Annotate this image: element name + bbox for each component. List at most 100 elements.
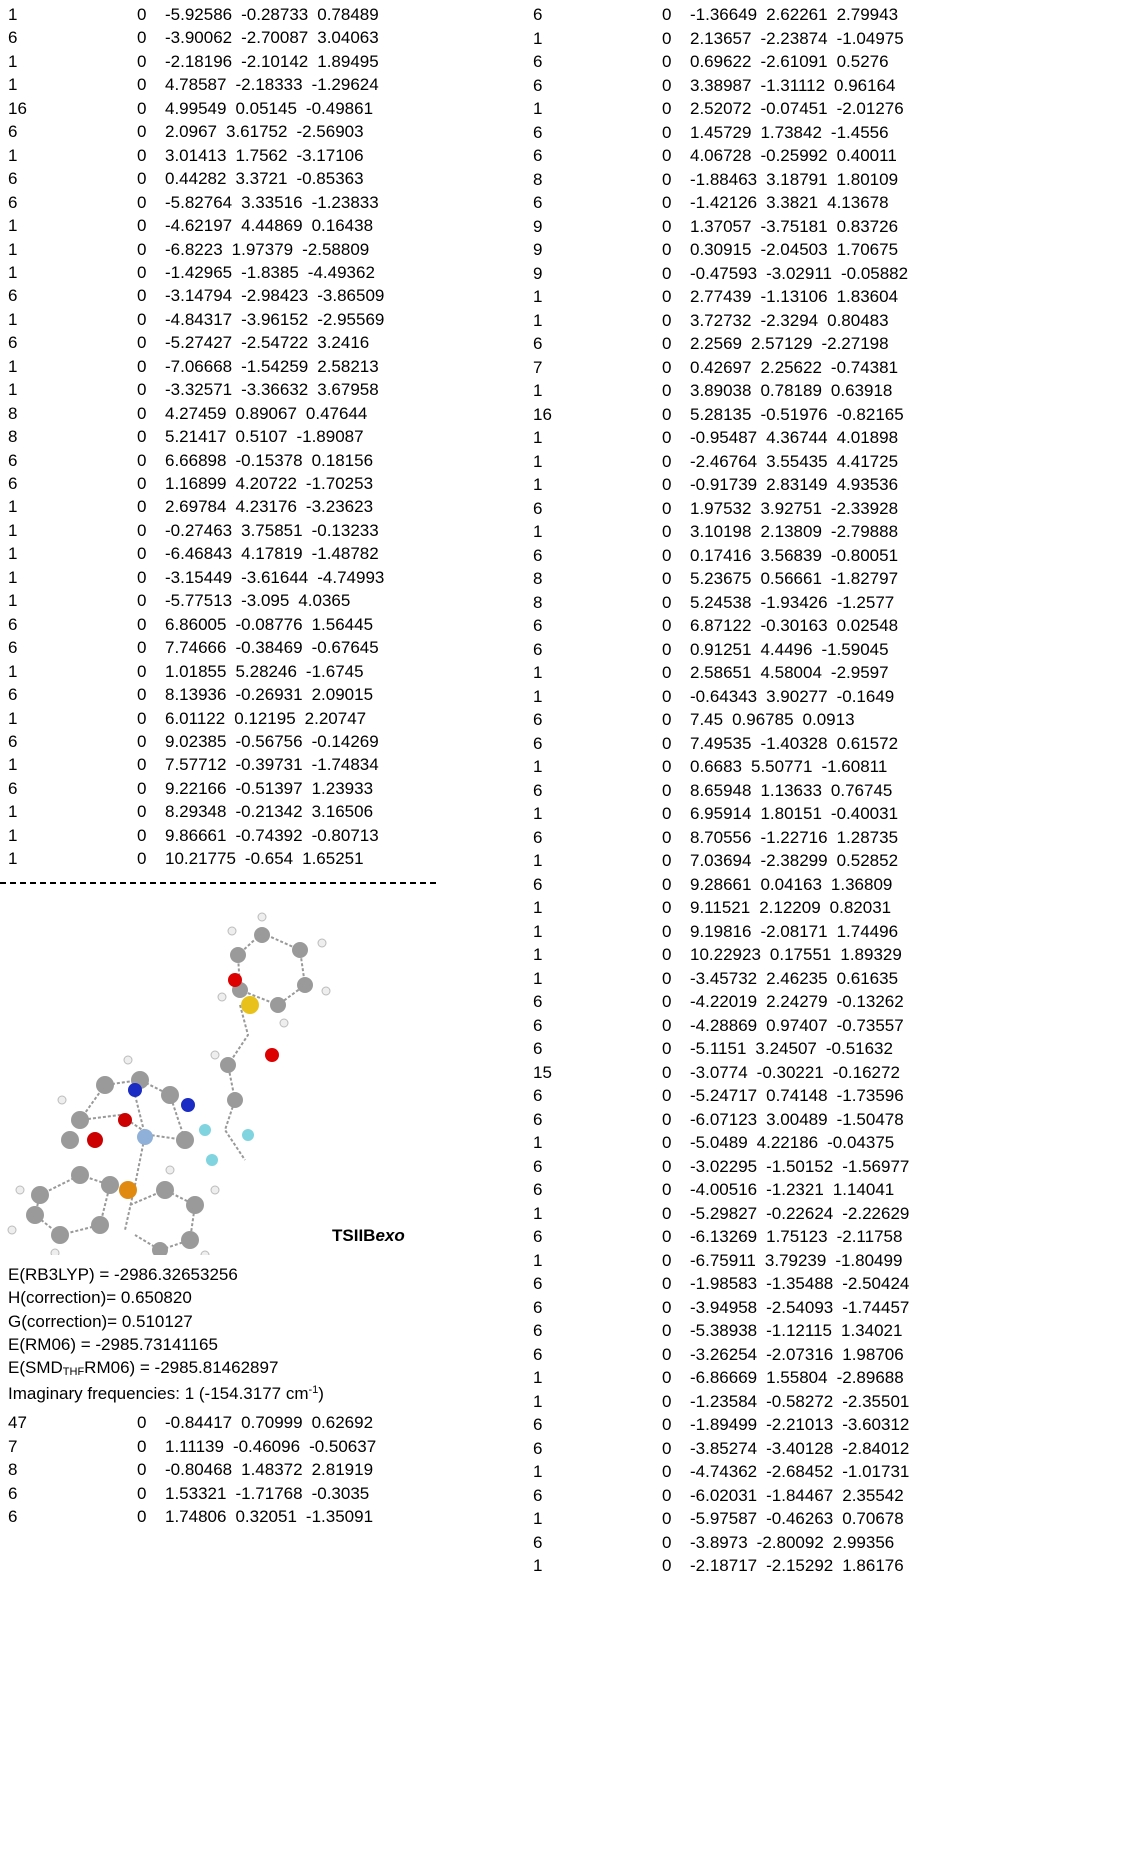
row: 60-3.26254-2.073161.98706 [533,1343,963,1366]
coordinate: -1.73596 [837,1086,904,1105]
frozen-flag: 0 [662,802,671,825]
row: 10-0.954874.367444.01898 [533,426,963,449]
coordinates: 2.09673.61752-2.56903 [165,120,373,143]
frozen-flag: 0 [137,308,146,331]
coordinate: 4.06728 [690,146,751,165]
coordinate: 1.74496 [837,922,898,941]
coordinates: -3.32571-3.366323.67958 [165,378,388,401]
atom-number: 6 [533,708,542,731]
coordinate: -5.1151 [690,1039,746,1058]
coordinate: 2.99356 [833,1533,894,1552]
coordinate: -3.02295 [690,1157,757,1176]
frozen-flag: 0 [662,1343,671,1366]
coordinate: -5.24717 [690,1086,757,1105]
coordinate: -1.50478 [837,1110,904,1129]
coordinate: 0.44282 [165,169,226,188]
coordinate: -1.42126 [690,193,757,212]
row: 608.13936-0.269312.09015 [8,683,438,706]
coordinate: -1.2577 [837,593,895,612]
coordinate: 6.95914 [690,804,751,823]
coordinates: 0.69622-2.610910.5276 [690,50,898,73]
frozen-flag: 0 [662,1366,671,1389]
coordinate: 6.86005 [165,615,226,634]
coordinate: 2.13657 [690,29,751,48]
coordinate: -0.58272 [766,1392,833,1411]
coordinate: 0.78189 [760,381,821,400]
coordinate: 2.58213 [317,357,378,376]
row: 607.74666-0.38469-0.67645 [8,636,438,659]
atom-number: 1 [533,755,542,778]
row: 606.86005-0.087761.56445 [8,613,438,636]
frozen-flag: 0 [662,1037,671,1060]
coordinate: 0.56661 [760,569,821,588]
coordinate: 2.12209 [759,898,820,917]
frozen-flag: 0 [662,215,671,238]
coordinate: -1.48782 [312,544,379,563]
coordinate: -0.64343 [690,687,757,706]
coordinates: 10.229230.175511.89329 [690,943,911,966]
superscript: -1 [309,1384,319,1396]
coordinate: -0.80051 [831,546,898,565]
frozen-flag: 0 [662,1296,671,1319]
row: 102.13657-2.23874-1.04975 [533,27,963,50]
coordinate: -1.23833 [312,193,379,212]
coordinate: 0.96164 [834,76,895,95]
coordinate: -4.22019 [690,992,757,1011]
coordinate: -2.70087 [241,28,308,47]
row: 60-4.220192.24279-0.13262 [533,990,963,1013]
coordinate: -0.50637 [309,1437,376,1456]
atom-number: 1 [533,1390,542,1413]
atom-number: 8 [8,402,17,425]
coordinates: -3.0774-0.30221-0.16272 [690,1061,909,1084]
coordinates: 5.214170.5107-1.89087 [165,425,373,448]
atom-number: 1 [8,3,17,26]
coordinate: -1.89499 [690,1415,757,1434]
frozen-flag: 0 [137,191,146,214]
coordinate: -7.06668 [165,357,232,376]
coordinate: -3.23623 [306,497,373,516]
frozen-flag: 0 [662,1554,671,1577]
frozen-flag: 0 [137,730,146,753]
atom-number: 6 [533,121,542,144]
atom-number: 6 [533,50,542,73]
coordinates: -3.02295-1.50152-1.56977 [690,1155,918,1178]
coordinate: 0.6683 [690,757,742,776]
coordinates: -5.247170.74148-1.73596 [690,1084,913,1107]
row: 106.959141.80151-0.40031 [533,802,963,825]
coordinate: 1.48372 [241,1460,302,1479]
coordinates: 6.87122-0.301630.02548 [690,614,907,637]
row: 90-0.47593-3.02911-0.05882 [533,262,963,285]
row: 60-1.366492.622612.79943 [533,3,963,26]
coordinate: 4.23176 [235,497,296,516]
row: 101.018555.28246-1.6745 [8,660,438,683]
coordinate: -0.51976 [760,405,827,424]
row: 108.29348-0.213423.16506 [8,800,438,823]
coordinate: 0.52852 [837,851,898,870]
coordinate: -5.97587 [690,1509,757,1528]
coordinate: -2.98423 [241,286,308,305]
atom-number: 1 [8,542,17,565]
energy-line: E(RM06) = -2985.73141165 [8,1333,218,1356]
coordinate: -2.35501 [842,1392,909,1411]
coordinate: 1.11139 [165,1437,224,1456]
coordinate: 2.46235 [766,969,827,988]
atom-number: 1 [8,261,17,284]
coordinate: 3.33516 [241,193,302,212]
frozen-flag: 0 [662,1484,671,1507]
coordinates: -3.14794-2.98423-3.86509 [165,284,393,307]
label-text: TSIIB [332,1226,375,1245]
atom-number: 9 [533,262,542,285]
coordinate: -3.14794 [165,286,232,305]
molecule-image [0,905,340,1255]
coordinate: -0.654 [245,849,293,868]
coordinate: -2.18717 [690,1556,757,1575]
coordinate: 1.97532 [690,499,751,518]
atom-number: 6 [8,1505,17,1528]
